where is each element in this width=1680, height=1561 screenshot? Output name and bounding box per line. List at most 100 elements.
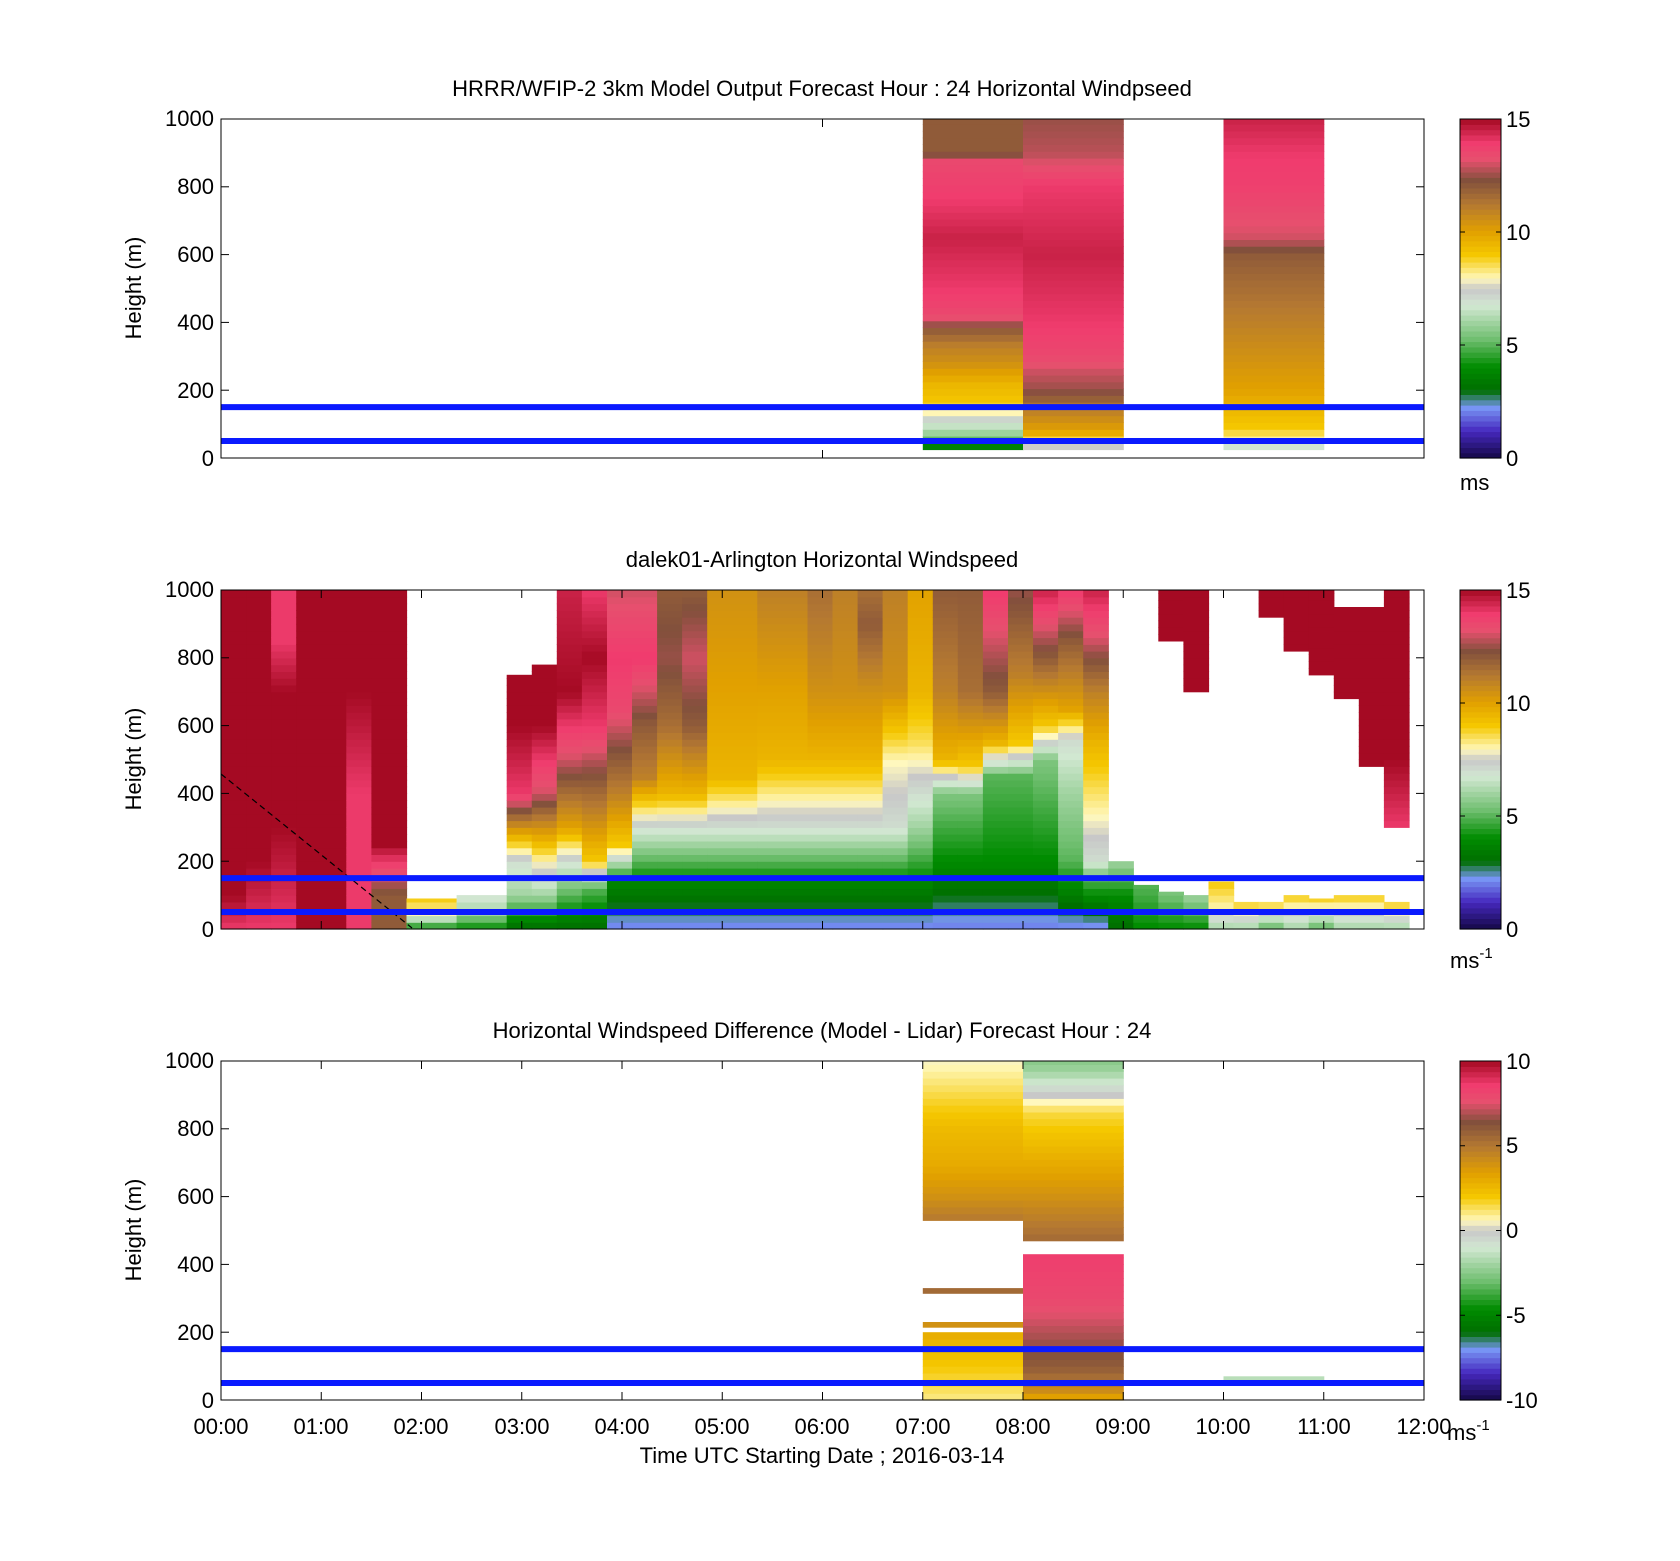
- heatmap-cell: [957, 657, 984, 666]
- heatmap-cell: [506, 854, 533, 862]
- heatmap-cell: [957, 745, 984, 754]
- heatmap-cell: [882, 895, 909, 903]
- heatmap-cell: [1033, 854, 1059, 862]
- heatmap-cell: [707, 786, 758, 794]
- heatmap-cell: [1083, 678, 1109, 686]
- heatmap-cell: [296, 759, 347, 767]
- heatmap-cell: [1183, 590, 1210, 598]
- heatmap-cell: [506, 800, 533, 808]
- heatmap-cell: [832, 637, 859, 645]
- heatmap-cell: [1058, 644, 1084, 652]
- heatmap-cell: [957, 786, 984, 794]
- heatmap-cell: [632, 718, 658, 727]
- heatmap-cell: [1358, 691, 1385, 700]
- heatmap-cell: [1023, 137, 1124, 145]
- heatmap-cell: [832, 712, 859, 720]
- heatmap-cell: [1058, 847, 1084, 855]
- heatmap-cell: [857, 800, 884, 808]
- heatmap-cell: [982, 915, 1009, 923]
- heatmap-cell: [807, 657, 834, 666]
- heatmap-cell: [907, 657, 934, 666]
- heatmap-cell: [857, 725, 884, 733]
- heatmap-cell: [1083, 868, 1109, 876]
- heatmap-cell: [682, 691, 708, 700]
- heatmap-cell: [1058, 840, 1084, 849]
- heatmap-cell: [246, 807, 272, 815]
- heatmap-cell: [1383, 684, 1410, 693]
- heatmap-cell: [1083, 773, 1109, 781]
- heatmap-cell: [882, 610, 909, 618]
- heatmap-cell: [1223, 273, 1325, 281]
- heatmap-cell: [757, 793, 808, 801]
- heatmap-cell: [982, 766, 1009, 774]
- heatmap-cell: [807, 684, 834, 693]
- heatmap-cell: [371, 786, 408, 794]
- heatmap-cell: [707, 671, 758, 679]
- heatmap-cell: [271, 793, 297, 801]
- heatmap-cell: [1058, 786, 1084, 794]
- heatmap-cell: [531, 840, 558, 849]
- heatmap-cell: [246, 888, 272, 896]
- heatmap-cell: [882, 779, 909, 788]
- colorbar-model-gradient: [1460, 119, 1501, 459]
- heatmap-cell: [882, 596, 909, 605]
- heatmap-cell: [682, 617, 708, 625]
- heatmap-cell: [982, 698, 1009, 706]
- heatmap-cell: [296, 854, 347, 862]
- heatmap-cell: [1223, 232, 1325, 240]
- heatmap-cell: [1083, 752, 1109, 761]
- heatmap-cell: [271, 596, 297, 605]
- heatmap-cell: [1058, 888, 1084, 896]
- heatmap-cell: [607, 786, 633, 794]
- heatmap-cell: [682, 637, 708, 645]
- heatmap-cell: [346, 644, 372, 652]
- heatmap-cell: [556, 596, 583, 605]
- heatmap-cell: [271, 834, 297, 842]
- heatmap-cell: [882, 590, 909, 598]
- heatmap-cell: [982, 807, 1009, 815]
- heatmap-cell: [271, 644, 297, 652]
- heatmap-cell: [1223, 354, 1325, 362]
- heatmap-cell: [506, 861, 533, 869]
- heatmap-cell: [1223, 191, 1325, 200]
- heatmap-cell: [1383, 678, 1410, 686]
- heatmap-cell: [682, 590, 708, 598]
- heatmap-cell: [1008, 759, 1034, 767]
- heatmap-cell: [531, 868, 558, 876]
- heatmap-cell: [1223, 286, 1325, 295]
- x-tick-label: 10:00: [1195, 1414, 1250, 1439]
- heatmap-cell: [556, 610, 583, 618]
- heatmap-cell: [1183, 684, 1210, 693]
- heatmap-cell: [246, 854, 272, 862]
- heatmap-cell: [682, 888, 708, 896]
- heatmap-cell: [221, 671, 247, 679]
- heatmap-cell: [932, 888, 959, 896]
- heatmap-cell: [1333, 644, 1360, 652]
- heatmap-cell: [882, 922, 909, 930]
- heatmap-cell: [1383, 623, 1410, 632]
- heatmap-cell: [707, 922, 758, 930]
- heatmap-cell: [682, 773, 708, 781]
- heatmap-cell: [1383, 630, 1410, 639]
- heatmap-cell: [581, 718, 608, 727]
- heatmap-cell: [932, 617, 959, 625]
- heatmap-cell: [957, 603, 984, 611]
- heatmap-cell: [632, 834, 658, 842]
- heatmap-cell: [581, 868, 608, 876]
- heatmap-cell: [832, 745, 859, 754]
- heatmap-cell: [632, 868, 658, 876]
- heatmap-cell: [1223, 266, 1325, 274]
- heatmap-cell: [346, 793, 372, 801]
- heatmap-cell: [1058, 718, 1084, 727]
- heatmap-cell: [1023, 300, 1124, 308]
- heatmap-cell: [857, 922, 884, 930]
- heatmap-cell: [531, 718, 558, 727]
- heatmap-cell: [1008, 779, 1034, 788]
- heatmap-cell: [1308, 668, 1335, 676]
- heatmap-cell: [1223, 130, 1325, 139]
- colorbar-tick-label: 5: [1506, 1133, 1518, 1158]
- heatmap-cell: [957, 664, 984, 672]
- heatmap-cell: [371, 793, 408, 801]
- heatmap-cell: [657, 773, 683, 781]
- heatmap-cell: [1183, 644, 1210, 652]
